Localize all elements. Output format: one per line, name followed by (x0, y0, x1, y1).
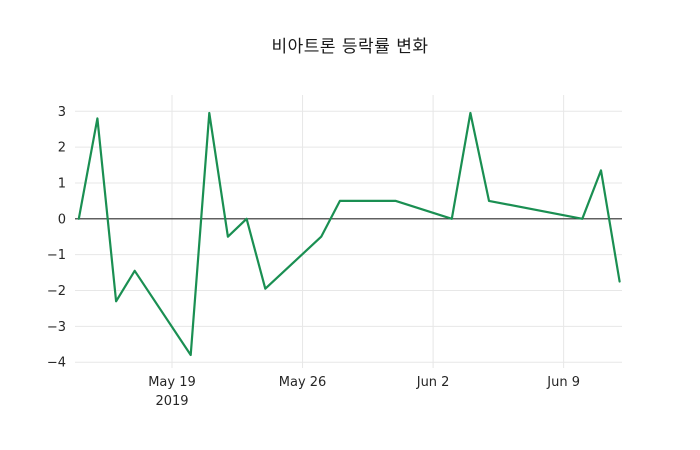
x-tick-label: May 19 (148, 375, 196, 390)
y-tick-label: −2 (47, 284, 66, 299)
y-tick-label: 0 (58, 212, 66, 227)
series-line (77, 111, 621, 357)
x-tick-sublabel: 2019 (155, 394, 188, 409)
x-tick-label: Jun 2 (416, 375, 450, 390)
x-tick-label: Jun 9 (546, 375, 580, 390)
y-tick-label: −1 (47, 248, 66, 263)
y-tick-label: 1 (58, 176, 66, 191)
y-tick-label: −4 (47, 356, 66, 371)
chart-title: 비아트론 등락률 변화 (271, 37, 429, 57)
y-tick-label: 2 (58, 141, 66, 156)
y-tick-label: 3 (58, 105, 66, 120)
x-tick-label: May 26 (279, 375, 327, 390)
y-tick-label: −3 (47, 320, 66, 335)
